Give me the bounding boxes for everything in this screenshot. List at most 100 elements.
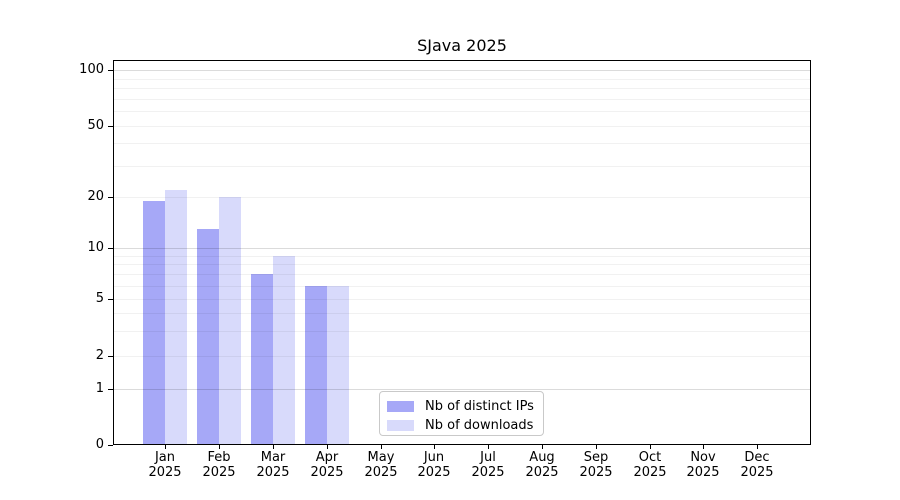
x-tick-year: 2025	[256, 465, 290, 480]
bar-distinct-ips-apr	[304, 285, 327, 444]
x-tick-month: Apr	[315, 450, 339, 465]
legend: Nb of distinct IPs Nb of downloads	[379, 391, 544, 436]
y-tick-label: 2	[95, 348, 104, 363]
y-tick-label: 20	[87, 189, 104, 204]
gridline-major	[114, 248, 810, 249]
x-tick-label-jul: Jul 2025	[456, 450, 520, 480]
y-tick-label: 100	[79, 62, 104, 77]
bar-downloads-jan	[165, 189, 188, 444]
legend-label-downloads: Nb of downloads	[425, 418, 534, 433]
legend-item-downloads: Nb of downloads	[387, 416, 543, 435]
y-tick-label: 1	[95, 381, 104, 396]
x-tick-mark	[381, 445, 382, 449]
x-tick-mark	[434, 445, 435, 449]
gridline-minor	[114, 98, 810, 100]
x-tick-year: 2025	[686, 465, 720, 480]
x-tick-year: 2025	[364, 465, 398, 480]
x-tick-label-sep: Sep 2025	[564, 450, 628, 480]
bar-distinct-ips-feb	[197, 228, 220, 444]
x-tick-label-jan: Jan 2025	[133, 450, 197, 480]
gridlines-layer	[114, 61, 810, 444]
y-tick-label: 0	[95, 437, 104, 452]
x-tick-label-may: May 2025	[349, 450, 413, 480]
bar-distinct-ips-mar	[250, 274, 273, 444]
bar-downloads-mar	[272, 255, 295, 444]
gridline-minor	[114, 356, 810, 357]
y-tick-label: 50	[87, 118, 104, 133]
gridline-minor	[114, 330, 810, 332]
x-tick-mark	[757, 445, 758, 449]
gridline-minor	[114, 111, 810, 113]
x-tick-mark	[542, 445, 543, 449]
y-tick-label: 10	[87, 240, 104, 255]
x-tick-mark	[703, 445, 704, 449]
gridline-minor	[114, 88, 810, 90]
x-tick-month: Feb	[207, 450, 231, 465]
x-tick-month: Jan	[154, 450, 176, 465]
x-tick-label-apr: Apr 2025	[295, 450, 359, 480]
gridline-major	[114, 389, 810, 390]
x-tick-month: Dec	[744, 450, 770, 465]
gridline-minor	[114, 299, 810, 300]
legend-item-distinct-ips: Nb of distinct IPs	[387, 397, 543, 416]
x-tick-mark	[165, 445, 166, 449]
y-tick-mark	[108, 356, 113, 357]
x-tick-month: Sep	[583, 450, 609, 465]
gridline-minor	[114, 274, 810, 276]
x-tick-label-feb: Feb 2025	[187, 450, 251, 480]
x-tick-month: Jun	[423, 450, 445, 465]
x-tick-month: Mar	[260, 450, 286, 465]
x-tick-label-dec: Dec 2025	[725, 450, 789, 480]
legend-swatch-downloads	[387, 420, 414, 431]
x-tick-month: Aug	[529, 450, 555, 465]
gridline-minor	[114, 264, 810, 266]
gridline-minor	[114, 255, 810, 257]
x-tick-year: 2025	[740, 465, 774, 480]
legend-label-distinct-ips: Nb of distinct IPs	[425, 399, 534, 414]
y-tick-mark	[108, 126, 113, 127]
gridline-major	[114, 70, 810, 71]
x-tick-year: 2025	[633, 465, 667, 480]
x-tick-month: Jul	[480, 450, 496, 465]
x-tick-month: May	[367, 450, 395, 465]
gridline-minor	[114, 78, 810, 80]
x-tick-year: 2025	[202, 465, 236, 480]
y-tick-mark	[108, 70, 113, 71]
x-tick-label-nov: Nov 2025	[671, 450, 735, 480]
x-tick-mark	[273, 445, 274, 449]
x-tick-mark	[327, 445, 328, 449]
x-tick-month: Oct	[638, 450, 662, 465]
x-tick-mark	[650, 445, 651, 449]
x-tick-label-mar: Mar 2025	[241, 450, 305, 480]
x-tick-mark	[219, 445, 220, 449]
gridline-minor	[114, 165, 810, 167]
gridline-minor	[114, 126, 810, 127]
x-tick-year: 2025	[579, 465, 613, 480]
x-tick-year: 2025	[148, 465, 182, 480]
x-tick-label-aug: Aug 2025	[510, 450, 574, 480]
gridline-minor	[114, 312, 810, 314]
chart-title: SJava 2025	[417, 36, 507, 55]
bar-downloads-feb	[219, 197, 242, 444]
x-tick-year: 2025	[525, 465, 559, 480]
x-tick-year: 2025	[417, 465, 451, 480]
y-tick-mark	[108, 197, 113, 198]
bar-downloads-apr	[326, 285, 349, 444]
x-tick-year: 2025	[310, 465, 344, 480]
legend-swatch-distinct-ips	[387, 401, 414, 412]
x-tick-month: Nov	[690, 450, 716, 465]
x-tick-label-jun: Jun 2025	[402, 450, 466, 480]
bar-distinct-ips-jan	[143, 200, 166, 444]
y-tick-mark	[108, 248, 113, 249]
plot-area	[113, 60, 811, 445]
x-tick-label-oct: Oct 2025	[618, 450, 682, 480]
x-tick-year: 2025	[471, 465, 505, 480]
y-tick-mark	[108, 389, 113, 390]
y-tick-mark	[108, 445, 113, 446]
gridline-minor	[114, 197, 810, 198]
gridline-minor	[114, 285, 810, 287]
x-tick-mark	[488, 445, 489, 449]
x-tick-mark	[596, 445, 597, 449]
y-tick-label: 5	[95, 291, 104, 306]
